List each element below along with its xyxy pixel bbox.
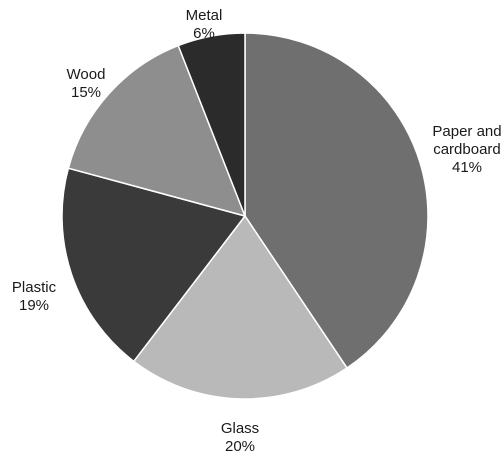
slice-name-label-plastic: Plastic xyxy=(12,279,57,296)
slice-value-label-glass: 20% xyxy=(225,438,255,455)
pie-slice-glass xyxy=(132,214,349,400)
slice-name-label-paper-and-cardboard: cardboard xyxy=(433,141,501,158)
slice-name-label-glass: Glass xyxy=(221,420,259,437)
slice-value-label-wood: 15% xyxy=(71,84,101,101)
slice-value-label-plastic: 19% xyxy=(19,297,49,314)
slice-name-label-metal: Metal xyxy=(186,7,223,24)
slice-name-label-paper-and-cardboard: Paper and xyxy=(432,123,501,140)
pie-slice-wood xyxy=(67,44,247,218)
slice-value-label-paper-and-cardboard: 41% xyxy=(452,159,482,176)
pie-slice-plastic xyxy=(61,167,247,363)
pie-slices xyxy=(61,32,429,400)
slice-name-label-wood: Wood xyxy=(67,66,106,83)
slice-value-label-metal: 6% xyxy=(193,25,215,42)
pie-slice-metal xyxy=(177,32,246,217)
pie-slice-paper-and-cardboard xyxy=(244,32,429,370)
